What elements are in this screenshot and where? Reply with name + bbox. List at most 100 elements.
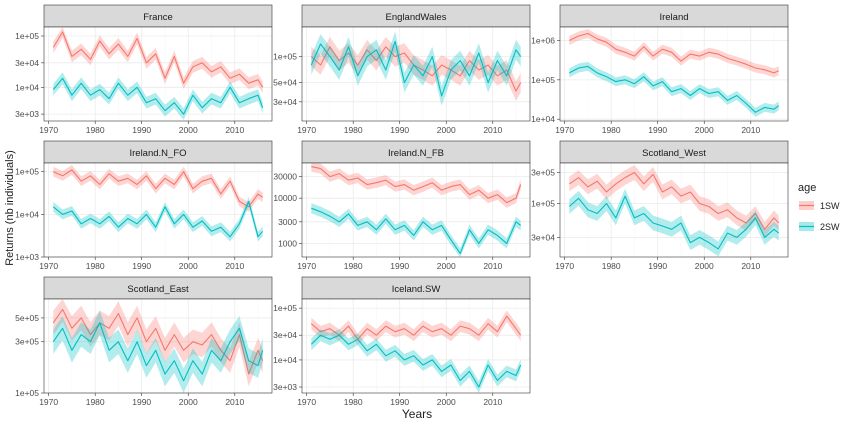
y-tick-label: 1e+05 [273,52,297,62]
y-tick-label: 3e+04 [273,330,297,340]
ci-band-1sw [311,310,521,346]
y-tick-label: 10000 [273,193,297,203]
ci-band-1sw [569,165,779,237]
panel-border [559,162,789,258]
facet-title: EnglandWales [386,12,447,23]
x-tick-label: 1990 [390,397,409,407]
x-tick-label: 2010 [225,397,244,407]
facet-scotland-west: Scotland_West 1970 1980 1990 2000 2010 3e+04 1e… [531,140,789,271]
facet-title: Ireland.N_FO [129,148,186,159]
series-line-2sw [568,195,780,250]
panel-border [301,298,531,394]
y-tick-label: 3e+04 [531,232,555,242]
x-tick-label: 2000 [437,125,456,135]
x-tick-label: 1990 [648,261,667,271]
x-tick-label: 1980 [344,261,363,271]
x-tick-label: 1990 [132,397,151,407]
y-tick-label: 3e+04 [15,58,39,68]
y-tick-label: 1e+03 [15,252,39,262]
legend-title: age [798,182,816,194]
ci-band-1sw [311,36,521,101]
series-line-2sw [569,65,780,113]
legend-label-1sw: 1SW [820,201,840,211]
y-tick-label: 1e+05 [15,31,39,41]
series-line-1sw [53,169,264,208]
x-tick-label: 1970 [39,261,58,271]
y-tick-label: 1e+04 [15,82,39,92]
x-tick-label: 2010 [483,397,502,407]
plot-background [302,163,530,257]
facet-title: Ireland [659,12,688,23]
panel-border [43,26,273,122]
x-tick-label: 1970 [297,261,316,271]
y-tick-label: 1e+05 [273,303,297,313]
y-tick-label: 1e+05 [531,75,555,85]
x-tick-label: 1990 [390,261,409,271]
y-tick-label: 5e+05 [15,313,39,323]
y-tick-label: 3000 [278,217,297,227]
facet-title: Iceland.SW [392,284,441,295]
x-tick-label: 1970 [555,261,574,271]
plot-background [302,299,530,393]
series-line-2sw [52,200,264,238]
facet-france: France 1970 1980 1990 2000 2010 3e+03 1e+04 3e+0… [15,4,273,135]
y-tick-label: 30000 [273,172,297,182]
y-tick-label: 3e+05 [15,337,39,347]
y-tick-label: 1e+04 [531,114,555,124]
series-line-2sw [310,334,522,388]
x-tick-label: 2010 [483,125,502,135]
y-tick-label: 3e+03 [15,109,39,119]
facet-title: France [143,12,173,23]
panel-border [301,162,531,258]
ci-band-1sw [53,299,263,387]
facet-ireland-n-fb: Ireland.N_FB 1970 1980 1990 2000 2010 1000 3000… [273,140,531,271]
x-tick-label: 1980 [344,125,363,135]
series-line-2sw [310,40,522,97]
plot-background [44,163,272,257]
y-tick-label: 3e+04 [273,97,297,107]
panel-border [43,162,273,258]
facet-title: Scotland_East [127,284,189,295]
y-tick-label: 1e+04 [273,355,297,365]
y-tick-label: 1e+04 [15,209,39,219]
x-tick-label: 1980 [86,261,105,271]
x-tick-label: 1980 [602,261,621,271]
ci-band-1sw [569,29,779,78]
x-tick-label: 1990 [648,125,667,135]
y-tick-label: 1e+06 [531,35,555,45]
plot-background [44,299,272,393]
x-tick-label: 1970 [39,125,58,135]
series-line-1sw [52,308,264,375]
panel-border [43,298,273,394]
x-tick-label: 1970 [297,125,316,135]
facet-scotland-east: Scotland_East 1970 1980 1990 2000 2010 1e+05 3e… [15,276,273,407]
x-tick-label: 2000 [179,261,198,271]
x-tick-label: 1980 [86,397,105,407]
x-tick-label: 2010 [741,125,760,135]
x-tick-label: 1980 [602,125,621,135]
y-tick-label: 1e+05 [15,167,39,177]
series-line-1sw [52,31,264,88]
series-line-1sw [568,171,780,230]
x-tick-label: 2010 [225,261,244,271]
x-tick-label: 2000 [437,261,456,271]
panel-border [559,26,789,122]
y-tick-label: 5e+04 [273,78,297,88]
x-axis-title: Years [402,407,432,421]
legend-label-2sw: 2SW [820,222,840,232]
ci-band-1sw [311,163,521,208]
plot-background [44,27,272,121]
x-tick-label: 1980 [86,125,105,135]
x-tick-label: 2000 [179,397,198,407]
ci-band-2sw [569,61,779,117]
x-tick-label: 1970 [297,397,316,407]
x-tick-label: 2000 [437,397,456,407]
series-line-2sw [311,207,522,254]
y-tick-label: 1e+05 [15,388,39,398]
ci-band-2sw [311,203,521,257]
series-line-2sw [52,322,264,382]
facet-englandwales: EnglandWales 1970 1980 1990 2000 2010 3e+04 5e+… [273,4,531,135]
ci-band-2sw [53,72,263,120]
